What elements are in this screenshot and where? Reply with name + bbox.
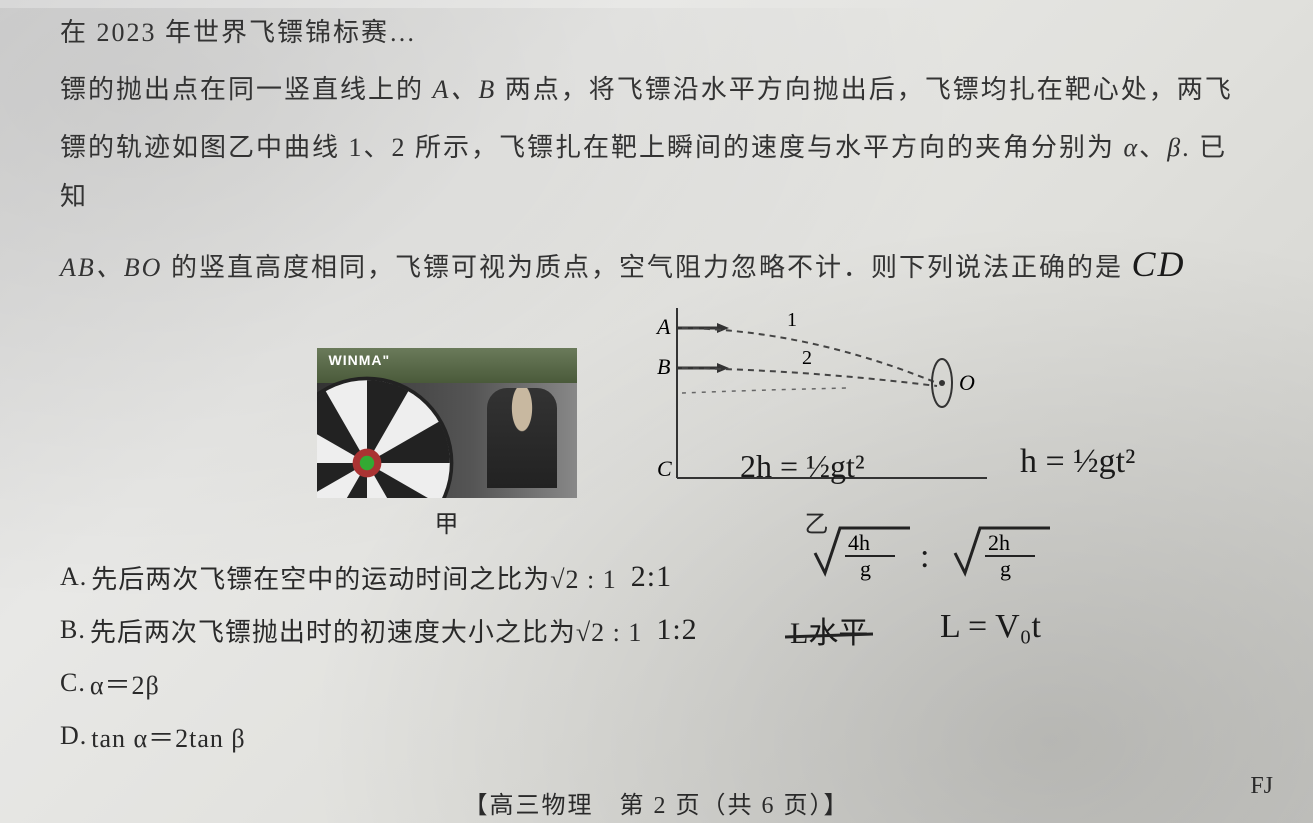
optB-label: B. bbox=[60, 615, 86, 645]
line-0: 在 2023 年世界飞镖锦标赛… bbox=[60, 8, 1253, 57]
l1-pre: 镖的抛出点在同一竖直线上的 bbox=[60, 75, 433, 104]
label-curve2: 2 bbox=[802, 347, 812, 369]
label-curve1: 1 bbox=[787, 309, 797, 331]
page-container: 在 2023 年世界飞镖锦标赛… 镖的抛出点在同一竖直线上的 A、B 两点，将飞… bbox=[0, 8, 1313, 820]
l3-hand-answer: CD bbox=[1131, 244, 1185, 284]
optD-label: D. bbox=[60, 721, 87, 751]
optA-label: A. bbox=[60, 562, 87, 592]
line-3: AB、BO 的竖直高度相同，飞镖可视为质点，空气阻力忽略不计．则下列说法正确的是… bbox=[60, 230, 1253, 298]
svg-text:g: g bbox=[1000, 556, 1011, 581]
optC-text: α＝2β bbox=[90, 665, 160, 702]
hand-eq-2h: 2h = ½gt² bbox=[740, 448, 865, 485]
figure-photo: WINMA" bbox=[317, 348, 577, 498]
line-2: 镖的轨迹如图乙中曲线 1、2 所示，飞镖扎在靶上瞬间的速度与水平方向的夹角分别为… bbox=[60, 123, 1253, 222]
optC-label: C. bbox=[60, 668, 86, 698]
fj-label: FJ bbox=[1250, 773, 1273, 800]
l2-mid: 、 bbox=[1139, 133, 1167, 162]
l1-ab: A、B bbox=[433, 75, 497, 104]
hand-sqrt1: 4h g bbox=[810, 518, 920, 596]
hand-optB-ratio: 1:2 bbox=[656, 613, 697, 647]
hand-sqrt2: 2h g bbox=[950, 518, 1060, 596]
person-icon bbox=[487, 388, 557, 488]
option-B: B. 先后两次飞镖抛出时的初速度大小之比为√2 : 1 1:2 bbox=[60, 612, 1253, 649]
option-A: A. 先后两次飞镖在空中的运动时间之比为√2 : 1 2:1 bbox=[60, 559, 1253, 596]
l1-post: 两点，将飞镖沿水平方向抛出后，飞镖均扎在靶心处，两飞 bbox=[496, 75, 1233, 104]
photo-logo: WINMA" bbox=[329, 352, 391, 368]
figures-row: WINMA" bbox=[60, 308, 1253, 539]
svg-text:g: g bbox=[860, 556, 871, 581]
l2-beta: β bbox=[1167, 133, 1182, 162]
optD-text: tan α＝2tan β bbox=[91, 718, 245, 755]
line-1: 镖的抛出点在同一竖直线上的 A、B 两点，将飞镖沿水平方向抛出后，飞镖均扎在靶心… bbox=[60, 65, 1253, 114]
optA-text: 先后两次飞镖在空中的运动时间之比为√2 : 1 bbox=[91, 559, 617, 596]
dartboard-icon bbox=[317, 373, 457, 498]
figure-diagram-wrap: A B C 1 2 bbox=[637, 308, 997, 539]
label-O: O bbox=[959, 370, 975, 395]
label-B: B bbox=[657, 354, 670, 379]
line0-text: 在 2023 年世界飞镖锦标赛… bbox=[60, 18, 417, 47]
l2-alpha: α bbox=[1124, 133, 1140, 162]
optB-text: 先后两次飞镖抛出时的初速度大小之比为√2 : 1 bbox=[90, 612, 643, 649]
hand-sqrt1-svg: 4h g bbox=[810, 518, 920, 588]
hand-optA-ratio: 2:1 bbox=[631, 560, 672, 594]
l2-pre: 镖的轨迹如图乙中曲线 1、2 所示，飞镖扎在靶上瞬间的速度与水平方向的夹角分别为 bbox=[60, 133, 1124, 162]
svg-text:4h: 4h bbox=[848, 530, 870, 555]
l3-abbo: AB、BO bbox=[60, 253, 162, 282]
caption-jia: 甲 bbox=[317, 504, 577, 539]
hand-l-eq: L = V₀t bbox=[940, 608, 1041, 646]
options-block: A. 先后两次飞镖在空中的运动时间之比为√2 : 1 2:1 B. 先后两次飞镖… bbox=[60, 559, 1253, 755]
option-C: C. α＝2β bbox=[60, 665, 1253, 702]
hand-sqrt2-svg: 2h g bbox=[950, 518, 1060, 588]
hand-colon: : bbox=[920, 538, 929, 576]
option-D: D. tan α＝2tan β bbox=[60, 718, 1253, 755]
hand-eq-h: h = ½gt² bbox=[1020, 443, 1135, 481]
label-C: C bbox=[657, 456, 672, 481]
hand-crossed-text: L水平 bbox=[790, 617, 868, 650]
svg-text:2h: 2h bbox=[988, 530, 1010, 555]
figure-photo-wrap: WINMA" bbox=[317, 348, 577, 539]
label-A: A bbox=[655, 314, 671, 339]
l3-mid: 的竖直高度相同，飞镖可视为质点，空气阻力忽略不计．则下列说法正确的是 bbox=[162, 253, 1131, 282]
photo-body bbox=[317, 383, 577, 498]
hand-crossed: L水平 bbox=[790, 608, 868, 652]
